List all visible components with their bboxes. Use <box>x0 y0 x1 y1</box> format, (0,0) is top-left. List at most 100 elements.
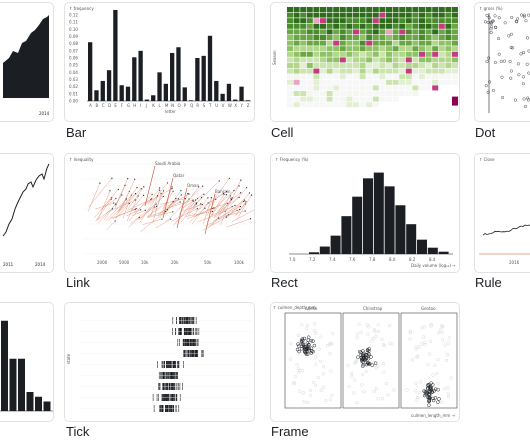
heatmap-cell <box>386 35 392 40</box>
dot-mark <box>522 97 526 101</box>
background-dot <box>308 388 313 393</box>
rule-chart-card[interactable]: ↑ Close 2016 <box>474 153 530 273</box>
rect-chart-card[interactable]: ↑ Frequency (%) 7.0 7.2 7.4 7.6 7.8 8.0 8.2 8.4 D… <box>270 153 460 273</box>
heatmap-cell <box>372 51 379 57</box>
link-endpoint <box>187 192 189 195</box>
heatmap-cell <box>326 46 333 52</box>
cell-chart-card[interactable]: Season <box>270 2 460 122</box>
card-label-tick[interactable]: Tick <box>66 424 90 439</box>
heatmap-cell <box>392 85 399 91</box>
line-series <box>482 224 530 236</box>
x-tick-label: F <box>121 103 124 108</box>
heatmap-cell <box>346 12 353 18</box>
heatmap-cell <box>333 7 340 12</box>
background-dot <box>330 393 334 398</box>
heatmap-cell <box>452 7 458 12</box>
dot-chart-card[interactable]: ↑ gross (%) <box>474 2 530 122</box>
heatmap-cell <box>359 96 366 102</box>
line-chart-card[interactable]: 2011 2014 <box>0 153 54 273</box>
heatmap-cell <box>320 79 326 85</box>
tick-chart-card[interactable]: state <box>64 302 255 422</box>
x-tick-label: R <box>196 103 199 108</box>
background-dot <box>446 386 450 390</box>
heatmap-cell <box>333 57 340 63</box>
link-endpoint <box>218 180 220 182</box>
heatmap-cell <box>432 12 439 18</box>
background-dot <box>328 397 332 402</box>
card-label-link[interactable]: Link <box>66 275 90 290</box>
heatmap-cell <box>293 46 300 52</box>
link-endpoint <box>225 194 228 196</box>
heatmap-cell <box>326 51 333 57</box>
background-dot <box>304 327 309 331</box>
x-tick-label: 2014 <box>39 111 50 116</box>
link-mark <box>231 192 250 213</box>
link-endpoint <box>184 197 186 200</box>
link-endpoint <box>244 203 246 205</box>
facet-dot <box>369 355 373 359</box>
background-dot <box>446 391 450 396</box>
heatmap-cell <box>399 79 406 85</box>
dot-mark <box>503 21 507 25</box>
dot-scatter: ↑ gross (%) <box>479 6 530 113</box>
card-label-cell[interactable]: Cell <box>271 125 294 140</box>
frame-chart-card[interactable]: ↑ culmen_depth_mm Adelie Chinstrap Gentoo cu… <box>270 302 460 422</box>
heatmap-cell <box>326 85 333 91</box>
area-chart-card[interactable]: 2014 <box>0 2 54 122</box>
background-dot <box>314 362 318 366</box>
facet-dot <box>436 400 440 404</box>
bar-chart-card[interactable]: ↑ frequency 0.00 0.01 0.02 0.03 0.04 0.05 0.06 0… <box>64 2 255 122</box>
heatmap-cell <box>320 46 326 52</box>
histogram-bar <box>330 235 341 254</box>
y-tick-label: 0.02 <box>69 84 78 89</box>
heatmap-cell <box>320 68 326 74</box>
bar-mark <box>94 90 99 101</box>
heatmap-cell <box>306 23 313 29</box>
bar-mark <box>18 358 25 411</box>
heatmap-cell <box>419 51 425 57</box>
heatmap-cell <box>386 91 392 96</box>
bar-y-chart-card[interactable] <box>0 302 54 422</box>
link-mark <box>115 188 142 216</box>
histogram-bar <box>384 186 395 254</box>
link-endpoint <box>188 193 190 195</box>
link-mark <box>181 194 204 209</box>
link-chart-card[interactable]: ↑ Inequality Saudi Arabia Qatar Oman Bahrain… <box>64 153 255 273</box>
heatmap-cell <box>419 35 425 40</box>
background-dot <box>390 342 394 346</box>
x-tick-label: X <box>234 103 237 108</box>
card-label-rect[interactable]: Rect <box>271 275 298 290</box>
background-dot <box>373 329 377 334</box>
dot-mark <box>513 98 517 102</box>
background-dot <box>319 388 323 392</box>
heatmap-cell <box>359 12 366 18</box>
facet-dot <box>427 395 431 400</box>
x-tick-label: C <box>102 103 105 108</box>
facet-dot <box>309 338 314 343</box>
heatmap-cell <box>320 29 326 35</box>
heatmap-cell <box>320 23 326 29</box>
background-dot <box>416 354 420 358</box>
heatmap-cell <box>353 63 359 68</box>
heatmap-cell <box>300 29 307 35</box>
facet-dot <box>364 362 369 367</box>
heatmap-cell <box>419 57 425 63</box>
background-dot <box>422 325 426 329</box>
link-mark <box>95 198 112 222</box>
heatmap-cell <box>306 18 313 24</box>
y-tick-label: 0.08 <box>69 41 78 46</box>
heatmap-cell <box>379 91 386 96</box>
link-endpoint <box>202 185 204 187</box>
heatmap-cell <box>306 51 313 57</box>
background-dot <box>423 343 427 347</box>
card-label-rule[interactable]: Rule <box>475 275 502 290</box>
y-tick-label: 0.01 <box>69 91 78 96</box>
link-endpoint <box>213 207 215 209</box>
card-label-dot[interactable]: Dot <box>475 125 496 140</box>
background-dot <box>289 342 293 346</box>
heatmap-cell <box>432 79 439 85</box>
card-label-frame[interactable]: Frame <box>271 424 309 439</box>
card-label-bar[interactable]: Bar <box>66 125 87 140</box>
facet-dot <box>311 339 315 343</box>
